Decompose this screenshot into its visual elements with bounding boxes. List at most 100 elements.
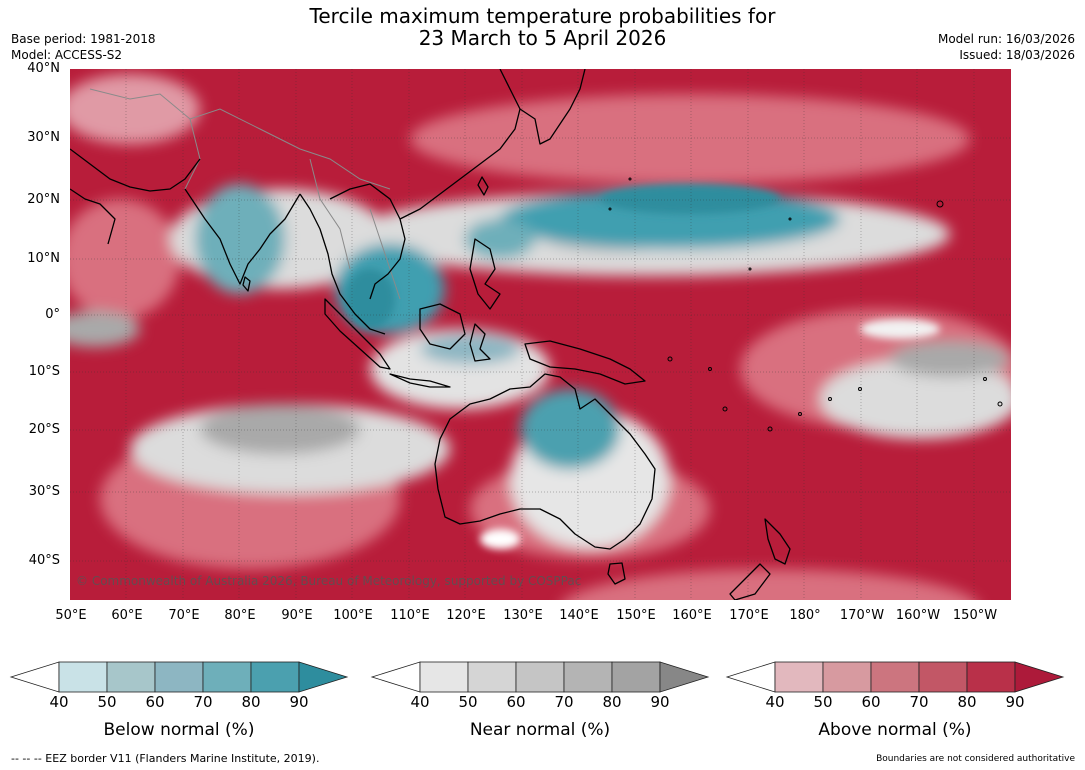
above-tick-60: 60 — [861, 693, 881, 711]
above-swatch-50-60 — [822, 661, 872, 693]
chart-title: Tercile maximum temperature probabilitie… — [0, 5, 1085, 49]
below-tick-60: 60 — [145, 693, 165, 711]
lon-label-180: 180° — [789, 608, 821, 623]
coast-australia — [434, 373, 656, 550]
legend-colorbars — [9, 661, 1065, 693]
near-swatch-40-50 — [419, 661, 469, 693]
near-dark-indian — [200, 404, 360, 454]
lon-label-60e: 60°E — [111, 608, 143, 623]
lat-label-30s: 30°S — [28, 484, 60, 499]
coast-indochina — [329, 183, 406, 300]
above-mid-north-pacific — [410, 94, 970, 184]
near-arrow-start — [370, 661, 421, 693]
coast-borneo — [419, 303, 466, 350]
lon-label-50e: 50°E — [55, 608, 87, 623]
above-normal-label: Above normal (%) — [818, 720, 972, 740]
below-tick-50: 50 — [97, 693, 117, 711]
probability-field — [70, 74, 1011, 600]
gridlines — [70, 69, 1011, 600]
coast-new-guinea — [524, 340, 646, 385]
above-arrow-end — [1014, 661, 1065, 693]
legend-below-normal — [9, 661, 349, 693]
above-swatch-40-50 — [774, 661, 824, 693]
below-core-pacific — [600, 184, 780, 214]
near-white-east-pacific — [860, 319, 940, 339]
above-tick-80: 80 — [957, 693, 977, 711]
below-australia-north — [520, 389, 620, 469]
below-east-asia — [465, 219, 535, 259]
lon-label-150e: 150°E — [616, 608, 656, 623]
lon-label-90e: 90°E — [281, 608, 313, 623]
coast-taiwan — [477, 176, 489, 196]
near-light-east-pacific — [820, 359, 1011, 439]
near-swatch-50-60 — [467, 661, 517, 693]
coast-sumatra — [324, 298, 391, 370]
above-mid-south-pacific — [565, 569, 975, 600]
boundary-disclaimer: Boundaries are not considered authoritat… — [876, 754, 1075, 764]
coast-india — [184, 188, 301, 285]
lon-label-120e: 120°E — [446, 608, 486, 623]
title-line-1: Tercile maximum temperature probabilitie… — [309, 4, 776, 28]
above-mid-arabian — [70, 199, 180, 319]
coast-java — [389, 373, 451, 388]
map-area — [70, 69, 1011, 600]
above-tick-70: 70 — [909, 693, 929, 711]
above-arrow-start — [725, 661, 776, 693]
meta-left: Base period: 1981-2018 Model: ACCESS-S2 — [11, 31, 156, 63]
lon-label-150w: 150°W — [952, 608, 998, 623]
map-svg — [70, 69, 1011, 600]
lat-label-40s: 40°S — [28, 553, 60, 568]
coast-sri-lanka — [242, 276, 251, 292]
near-tick-50: 50 — [458, 693, 478, 711]
coast-china — [399, 69, 521, 220]
near-swatch-60-70 — [515, 661, 565, 693]
below-swatch-80-90 — [250, 661, 300, 693]
near-dark-east-pacific — [890, 341, 1010, 377]
coast-arabian-west — [70, 188, 116, 245]
coast-bay-of-bengal — [299, 193, 386, 335]
above-swatch-70-80 — [918, 661, 968, 693]
near-tick-90: 90 — [650, 693, 670, 711]
below-arrow-end — [298, 661, 349, 693]
lat-label-20s: 20°S — [28, 422, 60, 437]
below-swatch-40-50 — [58, 661, 108, 693]
lon-label-80e: 80°E — [224, 608, 256, 623]
below-tick-80: 80 — [241, 693, 261, 711]
above-core-south-australia — [480, 529, 520, 549]
issued-date: Issued: 18/03/2026 — [959, 48, 1075, 62]
below-swatch-50-60 — [106, 661, 156, 693]
coast-korea-japan — [519, 69, 586, 145]
country-borders — [89, 88, 401, 300]
above-tick-50: 50 — [813, 693, 833, 711]
below-tick-70: 70 — [193, 693, 213, 711]
lat-label-30n: 30°N — [27, 130, 60, 145]
coast-philippines — [469, 238, 501, 310]
near-tick-70: 70 — [554, 693, 574, 711]
base-period: Base period: 1981-2018 — [11, 32, 156, 46]
lat-label-10n: 10°N — [27, 251, 60, 266]
legend-near-normal — [370, 661, 710, 693]
coast-new-zealand-south — [729, 563, 771, 600]
lon-label-170e: 170°E — [729, 608, 769, 623]
coast-sulawesi — [469, 323, 491, 362]
coast-new-zealand-north — [764, 518, 791, 565]
lon-label-100e: 100°E — [333, 608, 373, 623]
legend-above-normal — [725, 661, 1065, 693]
above-swatch-80-90 — [966, 661, 1016, 693]
below-swatch-60-70 — [154, 661, 204, 693]
lon-label-160w: 160°W — [895, 608, 941, 623]
title-line-2: 23 March to 5 April 2026 — [418, 26, 667, 50]
near-swatch-70-80 — [563, 661, 613, 693]
lat-label-0: 0° — [45, 307, 60, 322]
coast-arabia-persia — [70, 148, 201, 192]
below-swatch-70-80 — [202, 661, 252, 693]
below-india — [195, 184, 285, 294]
above-tick-40: 40 — [765, 693, 785, 711]
eez-note: -- -- -- EEZ border V11 (Flanders Marine… — [11, 752, 320, 765]
lon-label-130e: 130°E — [503, 608, 543, 623]
near-dark-west — [70, 311, 140, 347]
lon-label-110e: 110°E — [390, 608, 430, 623]
model-run: Model run: 16/03/2026 — [937, 32, 1075, 46]
below-arrow-start — [9, 661, 60, 693]
below-tick-90: 90 — [289, 693, 309, 711]
